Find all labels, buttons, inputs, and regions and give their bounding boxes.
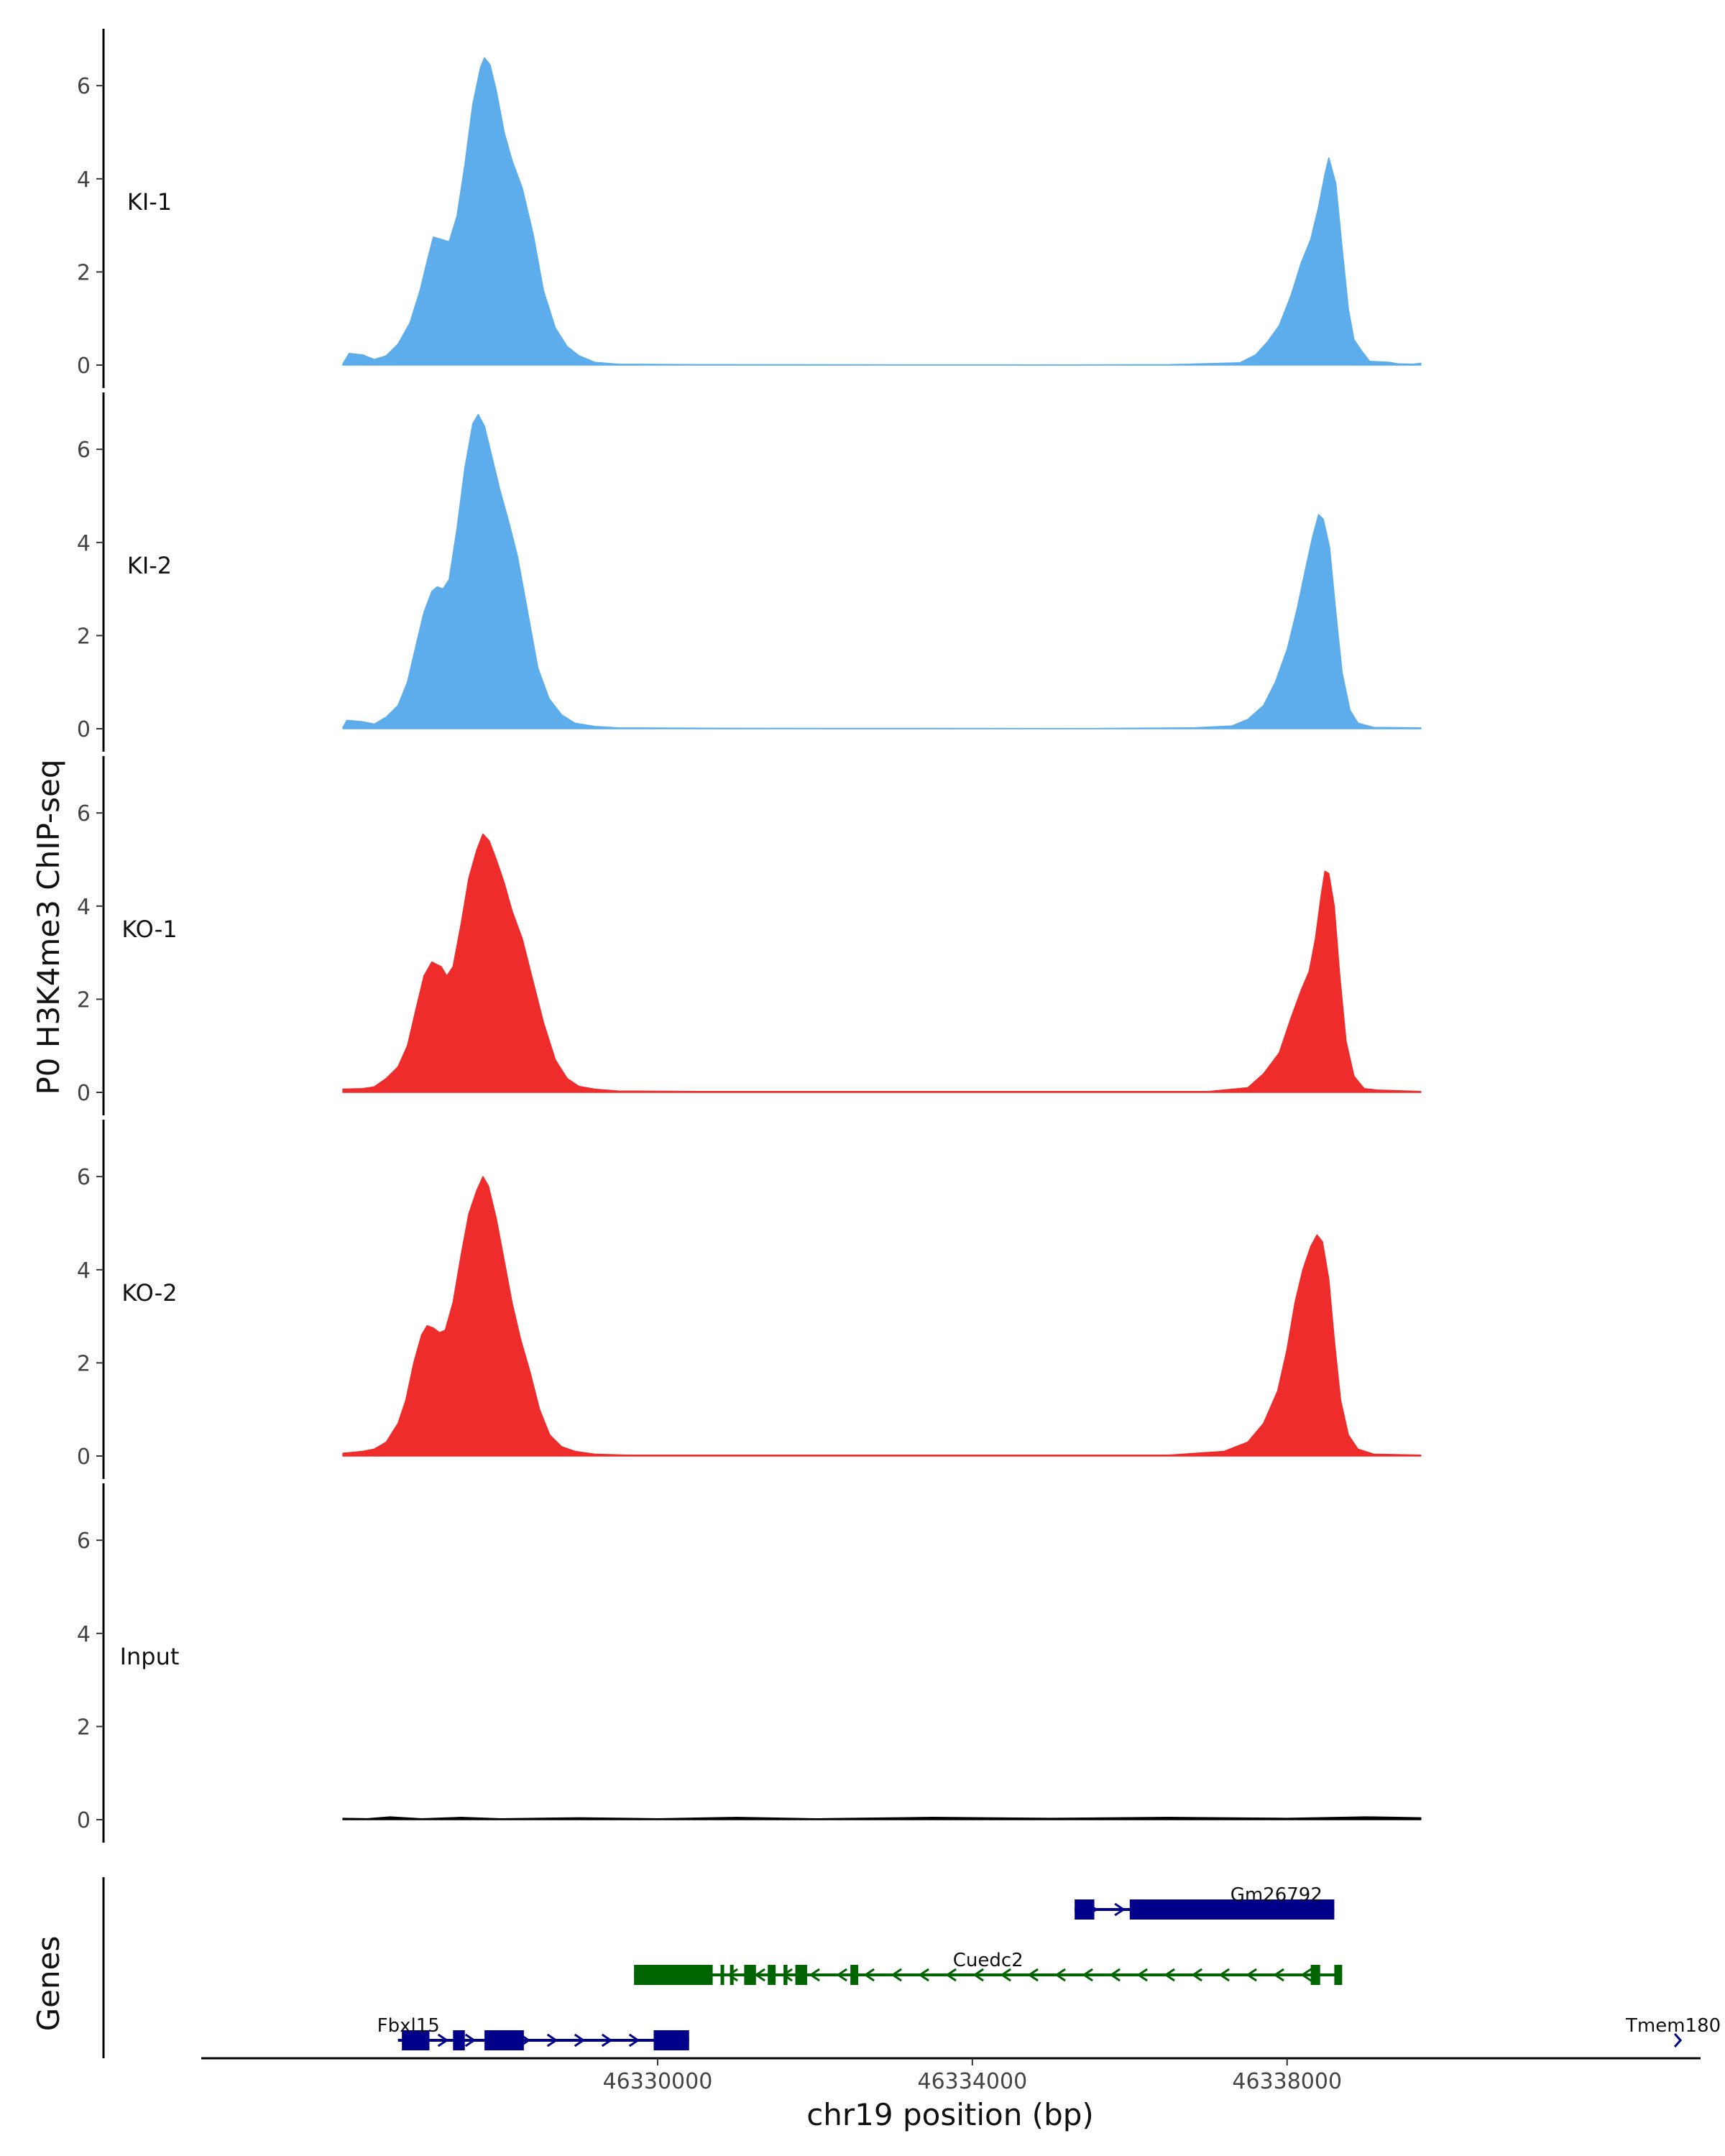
x-tick-label: 46330000 [603,2069,713,2094]
gene-exon [484,2030,524,2050]
track-ko-2: 0 2 4 6 KO-2 [77,1120,1422,1479]
y-tick-label: 4 [77,167,91,193]
strand-arrow-icon [1000,1968,1011,1982]
track-label: KO-1 [121,916,177,943]
strand-arrow-icon [918,1968,929,1982]
y-tick-label: 0 [77,1808,91,1833]
track-ko-1: 0 2 4 6 KO-1 [77,756,1422,1115]
strand-arrow-icon [1300,1968,1312,1982]
gene-exon [402,2030,430,2050]
strand-arrow-icon [972,1968,984,1982]
y-tick-label: 2 [77,1351,91,1376]
gene-exon [634,1965,713,1985]
y-tick-label: 4 [77,1622,91,1647]
signal-area [342,57,1422,366]
y-tick-label: 4 [77,1258,91,1284]
x-tick-label: 46334000 [917,2069,1027,2094]
track-label: Input [120,1643,180,1670]
gene-exon [1334,1965,1343,1985]
strand-arrow-icon [891,1968,902,1982]
strand-arrow-icon [601,2033,613,2047]
strand-arrow-icon [754,1968,765,1982]
strand-arrow-icon [1027,1968,1039,1982]
gene-exon [795,1965,807,1985]
y-tick-label: 2 [77,260,91,285]
y-tick-label: 4 [77,531,91,556]
gene-exon [453,2030,465,2050]
strand-arrow-icon [945,1968,957,1982]
strand-arrow-icon [546,2033,558,2047]
track-input: 0 2 4 6 Input [77,1483,1422,1843]
strand-arrow-icon [1273,1968,1284,1982]
gene-fbxl15: Fbxl15 [377,2015,689,2050]
signal-area [342,1176,1422,1457]
signal-area [342,413,1422,729]
strand-arrow-icon [1246,1968,1257,1982]
x-tick-label: 46338000 [1232,2069,1342,2094]
y-tick-label: 2 [77,624,91,649]
strand-arrow-icon [628,2033,640,2047]
signal-area [342,1816,1422,1820]
strand-arrow-icon [1114,1902,1126,1917]
gene-exon [783,1965,788,1985]
y-axis-title: P0 H3K4me3 ChIP-seq [31,759,66,1095]
y-tick-label: 4 [77,895,91,920]
genes-axis-title: Genes [31,1936,66,2032]
signal-area [342,833,1422,1093]
track-ki-2: 0 2 4 6 KI-2 [77,392,1422,752]
strand-arrow-icon [727,1968,738,1982]
strand-arrow-icon [836,1968,847,1982]
y-tick-label: 0 [77,717,91,742]
strand-arrow-icon [809,1968,820,1982]
y-tick-label: 2 [77,987,91,1013]
strand-arrow-icon [1082,1968,1093,1982]
gene-exon [1129,1899,1335,1920]
strand-arrow-icon [437,2033,449,2047]
gene-exon [720,1965,724,1985]
y-tick-label: 6 [77,438,91,463]
y-tick-label: 6 [77,1529,91,1554]
gene-exon [1075,1899,1095,1920]
gene-cuedc2: Cuedc2 [634,1950,1343,1985]
track-label: KO-2 [121,1279,177,1307]
strand-arrow-icon [1136,1968,1148,1982]
gene-label: Fbxl15 [377,2015,440,2037]
strand-arrow-icon [863,1968,875,1982]
track-label: KI-2 [127,552,172,579]
strand-arrow-icon [1191,1968,1202,1982]
track-ki-1: 0 2 4 6 KI-1 [77,29,1422,388]
strand-arrow-icon [1164,1968,1175,1982]
strand-arrow-icon [1673,2033,1683,2047]
track-label: KI-1 [127,188,172,216]
y-tick-label: 6 [77,1165,91,1190]
gene-gm26792: Gm26792 [1075,1884,1335,1920]
strand-arrow-icon [1054,1968,1066,1982]
gene-exon [768,1965,776,1985]
strand-arrow-icon [574,2033,586,2047]
gene-exon [850,1965,859,1985]
strand-arrow-icon [1109,1968,1121,1982]
gene-exon [744,1965,756,1985]
genes-panel: Gm26792 Cuedc2 Fbxl15 Tmem180 46330000 463340… [102,1877,1721,2094]
strand-arrow-icon [464,2033,477,2047]
gene-exon [653,2030,689,2050]
y-tick-label: 0 [77,1445,91,1470]
y-tick-label: 6 [77,74,91,99]
y-tick-label: 0 [77,354,91,379]
y-tick-label: 2 [77,1715,91,1740]
strand-arrow-icon [1218,1968,1230,1982]
gene-exon [1310,1965,1320,1985]
gene-label: Gm26792 [1230,1884,1322,1906]
gene-label: Tmem180 [1625,2015,1721,2037]
x-axis-title: chr19 position (bp) [806,2097,1094,2132]
gene-label: Cuedc2 [953,1950,1024,1971]
gene-tmem180: Tmem180 [1625,2015,1721,2047]
y-tick-label: 6 [77,801,91,826]
signal-tracks: 0 2 4 6 KI-1 0 2 4 6 KI-2 0 2 4 6 KO-1 0 2 4 6 KO-2 0 2 4 6 Inpu… [77,29,1422,1843]
y-tick-label: 0 [77,1081,91,1106]
gene-exon [730,1965,734,1985]
